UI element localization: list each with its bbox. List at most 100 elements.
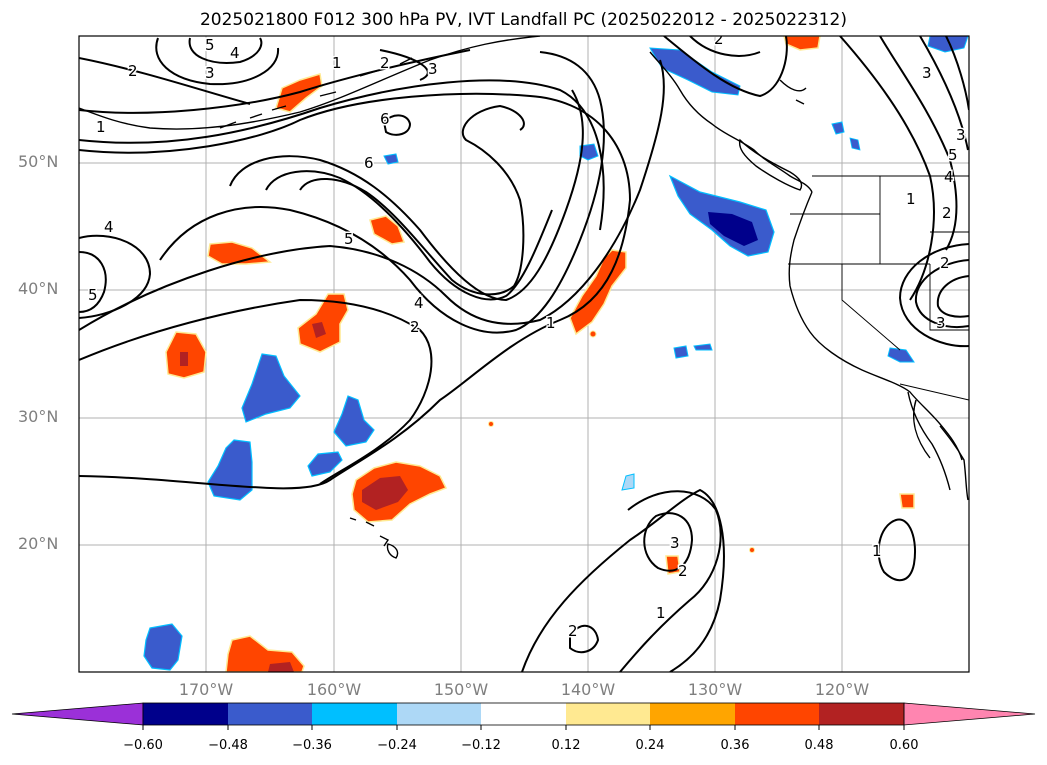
patch-pos-115w-24n bbox=[899, 493, 915, 509]
contour-label: 1 bbox=[546, 314, 556, 332]
patch-neg-ne-corner bbox=[927, 36, 969, 53]
colorbar-bin bbox=[650, 703, 735, 725]
patch-neg-122w-46n-small bbox=[831, 121, 845, 135]
contour-label: 4 bbox=[230, 44, 240, 62]
patch-pos-155w-25n-core bbox=[362, 476, 408, 510]
border-nv-az bbox=[929, 264, 969, 331]
colorbar-bin bbox=[566, 703, 650, 725]
border-us-mexico bbox=[899, 383, 969, 401]
patch-neg-153w-50n bbox=[383, 153, 399, 165]
patch-neg-offshore-or-core bbox=[708, 212, 758, 246]
pv-contours bbox=[79, 36, 969, 672]
coast-bc-archipelago bbox=[649, 51, 813, 193]
colorbar-tick-label: 0.12 bbox=[551, 738, 581, 753]
patch-neg-131w-35n bbox=[693, 343, 713, 351]
patch-neg-155w-30n bbox=[333, 395, 375, 447]
patch-neg-socal bbox=[887, 347, 915, 363]
contour-label: 1 bbox=[656, 604, 666, 622]
lon-label-120w: 120°W bbox=[814, 680, 870, 699]
patch-pos-175w-35n-core bbox=[180, 352, 188, 366]
coast-vancouver-island bbox=[738, 138, 803, 191]
contour-label: 1 bbox=[906, 190, 916, 208]
colorbar-tick-label: 0.48 bbox=[804, 738, 834, 753]
contour-label: 2 bbox=[678, 562, 688, 580]
contour-label: 3 bbox=[670, 534, 680, 552]
plot-frame bbox=[78, 35, 970, 673]
political-borders bbox=[788, 175, 969, 401]
contour-label: 6 bbox=[380, 110, 390, 128]
patch-pos-155w-45n bbox=[369, 215, 406, 245]
contour-label: 3 bbox=[922, 64, 932, 82]
contour-label: 2 bbox=[128, 62, 138, 80]
coast-west-us bbox=[788, 191, 963, 461]
colorbar-tick-label: −0.24 bbox=[377, 738, 417, 753]
colorbar-frame bbox=[142, 702, 905, 726]
contour-label: 1 bbox=[96, 118, 106, 136]
lat-label-50n: 50°N bbox=[18, 152, 59, 171]
coast-alaska-south bbox=[79, 36, 541, 130]
contour-label: 1 bbox=[872, 542, 882, 560]
contour-label: 5 bbox=[205, 36, 215, 54]
patch-neg-170w-32n bbox=[241, 353, 301, 423]
patch-neg-119w-52n-bits bbox=[849, 137, 861, 151]
contour-label: 3 bbox=[205, 64, 215, 82]
colorbar-tick-label: 0.36 bbox=[720, 738, 750, 753]
contour-label: 4 bbox=[944, 168, 954, 186]
contour-label: 2 bbox=[410, 318, 420, 336]
contour-label: 2 bbox=[714, 30, 724, 48]
patch-neg-137w-24n bbox=[621, 473, 635, 491]
contour-label: 2 bbox=[942, 204, 952, 222]
colorbar-over-triangle bbox=[903, 702, 1036, 726]
colorbar-under-triangle bbox=[11, 702, 144, 726]
patch-pos-160w-38n-core bbox=[312, 322, 326, 338]
contour-label: 4 bbox=[104, 218, 114, 236]
coastlines bbox=[79, 36, 969, 559]
contour-label: 4 bbox=[414, 294, 424, 312]
negative-anomaly-patches bbox=[143, 36, 969, 671]
coast-ne-interior-lakes bbox=[779, 79, 807, 105]
colorbar-bin bbox=[819, 703, 904, 725]
lat-label-40n: 40°N bbox=[18, 279, 59, 298]
lon-label-130w: 130°W bbox=[687, 680, 743, 699]
contour-label: 2 bbox=[380, 54, 390, 72]
coast-baja bbox=[907, 391, 951, 491]
coast-mexico-gulf bbox=[939, 425, 969, 501]
lat-label-30n: 30°N bbox=[18, 407, 59, 426]
contour-label: 5 bbox=[88, 286, 98, 304]
colorbar-bin bbox=[143, 703, 228, 725]
contour-label: 6 bbox=[364, 154, 374, 172]
colorbar-bin bbox=[481, 703, 566, 725]
colorbar bbox=[11, 702, 1036, 730]
patch-pos-165w-12n-core bbox=[268, 662, 294, 672]
border-ca-nv bbox=[841, 264, 901, 351]
colorbar-tick-label: −0.36 bbox=[292, 738, 332, 753]
patch-neg-139w-51n bbox=[579, 143, 599, 161]
coast-alaska-islands bbox=[219, 57, 413, 129]
colorbar-bin bbox=[312, 703, 397, 725]
colorbar-bin bbox=[735, 703, 819, 725]
lon-label-140w: 140°W bbox=[560, 680, 616, 699]
contour-label: 5 bbox=[344, 230, 354, 248]
colorbar-tick-label: −0.48 bbox=[208, 738, 248, 753]
patch-neg-160w-26n bbox=[307, 451, 343, 477]
colorbar-tick-label: 0.60 bbox=[889, 738, 919, 753]
contour-label: 5 bbox=[948, 146, 958, 164]
patch-pos-160w-38n bbox=[297, 293, 349, 353]
patch-pos-dot-3 bbox=[749, 547, 755, 553]
coast-hawaii bbox=[349, 517, 399, 559]
colorbar-tick-label: −0.60 bbox=[123, 738, 163, 753]
colorbar-tick-label: −0.12 bbox=[461, 738, 501, 753]
colorbar-tick-label: 0.24 bbox=[635, 738, 665, 753]
colorbar-bin bbox=[228, 703, 312, 725]
lon-label-150w: 150°W bbox=[433, 680, 489, 699]
patch-neg-175w-12n bbox=[143, 623, 183, 671]
lon-label-170w: 170°W bbox=[178, 680, 234, 699]
lon-label-160w: 160°W bbox=[306, 680, 362, 699]
patch-pos-dot-2 bbox=[488, 421, 494, 427]
contour-label-group: 5 4 3 2 1 2 3 1 2 6 6 4 5 5 4 2 1 3 2 1 … bbox=[87, 30, 968, 642]
lat-label-20n: 20°N bbox=[18, 534, 59, 553]
colorbar-bin bbox=[397, 703, 481, 725]
patch-pos-dot-1 bbox=[589, 330, 597, 338]
patch-pos-ne-top bbox=[783, 36, 821, 51]
